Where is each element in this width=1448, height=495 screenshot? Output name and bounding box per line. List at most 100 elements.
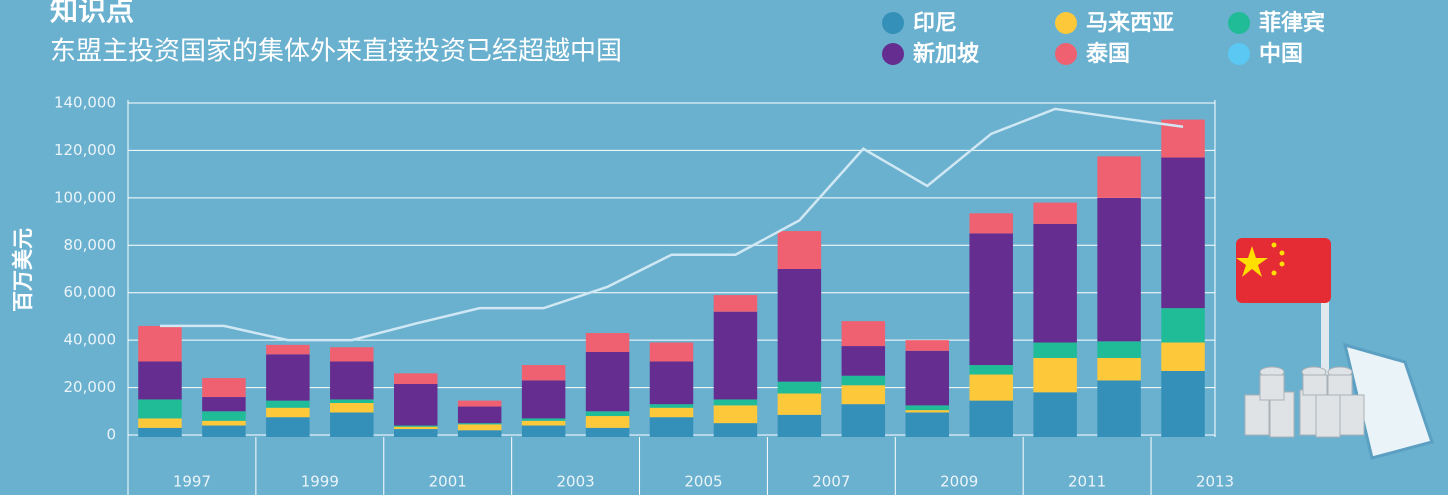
bar-segment [522, 380, 565, 418]
bar-segment [1033, 358, 1076, 392]
bar-segment [1097, 156, 1140, 198]
bar-segment [394, 426, 437, 427]
x-tick-label: 2013 [1196, 473, 1234, 491]
bar-segment [714, 405, 757, 423]
bar-segment [330, 412, 373, 437]
bar-segment [522, 418, 565, 420]
legend-label: 中国 [1259, 42, 1303, 67]
bar-segment [906, 410, 949, 412]
bar-segment [458, 430, 501, 437]
bar-segment [1033, 343, 1076, 358]
x-tick-label: 2003 [556, 473, 594, 491]
bar-segment [906, 412, 949, 437]
y-tick-label: 60,000 [64, 283, 117, 301]
bar-segment [778, 231, 821, 269]
bar-segment [458, 423, 501, 424]
legend-swatch [1228, 12, 1250, 34]
line-series [160, 109, 1183, 340]
bar-segment [1033, 203, 1076, 224]
bar-segment [778, 415, 821, 437]
bar-segment [906, 405, 949, 410]
bar-segment [138, 418, 181, 427]
x-tick-label: 2009 [940, 473, 978, 491]
x-tick-label: 1997 [173, 473, 211, 491]
bar-segment [842, 404, 885, 437]
bar-segment [842, 385, 885, 404]
bar-segment [714, 295, 757, 312]
bar-segment [522, 426, 565, 437]
flag-illustration [1236, 238, 1432, 458]
bar-segment [458, 407, 501, 424]
bar-segment [650, 343, 693, 362]
bar-segment [586, 411, 629, 416]
bar-segment [394, 373, 437, 384]
bar-segment [586, 428, 629, 437]
bar-segment [522, 365, 565, 380]
y-tick-label: 40,000 [64, 331, 117, 349]
legend-label: 马来西亚 [1086, 11, 1174, 36]
bar-segment [1097, 341, 1140, 358]
bar-segment [778, 269, 821, 382]
bar-segment [842, 346, 885, 376]
bar-segment [1033, 392, 1076, 437]
bar-segment [586, 416, 629, 428]
bar-segment [586, 333, 629, 352]
legend-swatch [1055, 43, 1077, 65]
bar-segment [330, 361, 373, 399]
y-tick-label: 120,000 [54, 141, 116, 159]
bar-segment [842, 321, 885, 346]
bar-segment [1161, 343, 1204, 371]
bar-segment [266, 354, 309, 400]
bar-segment [1033, 224, 1076, 343]
bar-segment [714, 312, 757, 400]
chart: 知识点 东盟主投资国家的集体外来直接投资已经超越中国 百万美元 020,0004… [0, 0, 1448, 495]
bar-segment [202, 411, 245, 420]
legend-label: 泰国 [1085, 42, 1130, 67]
bar-segment [202, 421, 245, 426]
bar-segment [522, 421, 565, 426]
bar-segment [969, 213, 1012, 233]
bar-segment [969, 233, 1012, 365]
bar-segment [202, 378, 245, 397]
bar-segment [586, 352, 629, 411]
chart-subtitle: 东盟主投资国家的集体外来直接投资已经超越中国 [50, 37, 622, 67]
bar-segment [1161, 308, 1204, 342]
legend-swatch [882, 12, 904, 34]
bar-segment [969, 375, 1012, 401]
y-tick-label: 20,000 [64, 378, 117, 396]
bar-segment [330, 403, 373, 412]
bar-segment [1097, 198, 1140, 341]
x-tick-label: 2007 [812, 473, 850, 491]
bar-segment [650, 361, 693, 404]
legend-label: 菲律宾 [1259, 10, 1325, 36]
bar-segment [138, 428, 181, 437]
y-axis-label: 百万美元 [11, 228, 35, 312]
y-tick-label: 140,000 [54, 94, 116, 112]
legend-swatch [1055, 12, 1077, 34]
bar-segment [458, 424, 501, 430]
bar-segment [1097, 358, 1140, 381]
bar-segment [1161, 371, 1204, 437]
bar-segment [842, 376, 885, 385]
bar-segment [778, 382, 821, 394]
bar-segment [1161, 158, 1204, 309]
bar-segment [906, 351, 949, 406]
bar-segment [138, 399, 181, 418]
legend-swatch [1228, 43, 1250, 65]
bar-segment [650, 417, 693, 437]
bar-segment [394, 429, 437, 437]
bar-segment [330, 399, 373, 403]
bar-segment [266, 408, 309, 417]
x-tick-label: 2005 [684, 473, 722, 491]
bar-segment [266, 345, 309, 354]
legend-swatch [882, 43, 904, 65]
bar-segment [778, 394, 821, 415]
bar-segment [650, 408, 693, 417]
bar-segment [650, 404, 693, 408]
y-tick-label: 100,000 [54, 188, 116, 206]
bar-segment [906, 340, 949, 351]
bar-segment [202, 426, 245, 437]
bar-segment [394, 427, 437, 429]
bar-segment [266, 417, 309, 437]
y-tick-label: 80,000 [64, 236, 117, 254]
